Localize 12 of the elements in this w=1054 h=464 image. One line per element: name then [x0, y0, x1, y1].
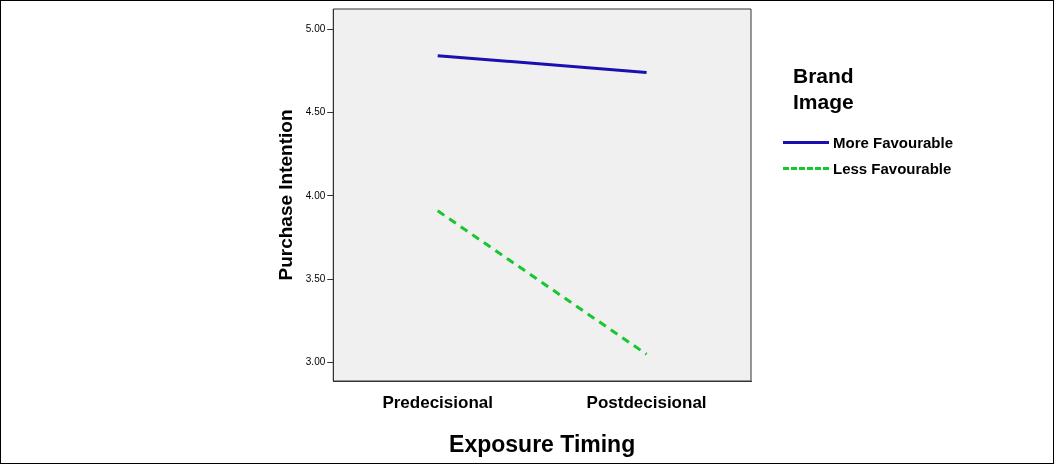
legend-label: Less Favourable	[833, 159, 952, 177]
y-tick-label: 5.00	[305, 22, 326, 34]
y-tick-label: 3.50	[305, 272, 326, 284]
y-axis-title: Purchase Intention	[274, 109, 296, 281]
y-tick-label: 3.00	[305, 356, 326, 368]
legend-label: More Favourable	[833, 133, 954, 151]
y-tick-label: 4.50	[305, 106, 326, 118]
y-tick-label: 4.00	[305, 189, 326, 201]
x-axis-title: Exposure Timing	[449, 430, 636, 457]
x-tick-label: Postdecisional	[586, 392, 707, 412]
x-tick-label: Predecisional	[382, 392, 493, 412]
legend-title: Brand Image	[793, 63, 855, 115]
